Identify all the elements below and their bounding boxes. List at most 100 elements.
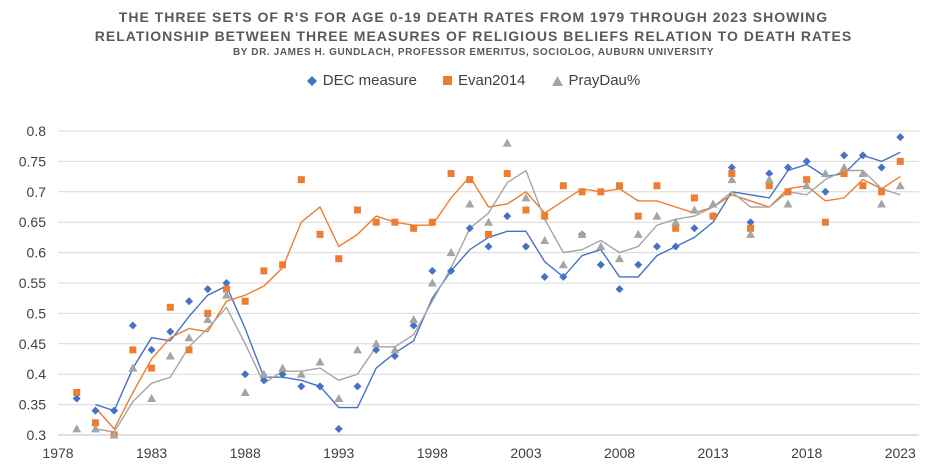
data-point-evan xyxy=(148,364,156,372)
data-point-dec xyxy=(166,327,175,336)
trendline-series-0 xyxy=(95,151,901,412)
data-point-evan xyxy=(672,224,680,232)
y-tick-label: 0.35 xyxy=(19,397,46,413)
data-point-pray xyxy=(633,229,643,238)
data-point-dec xyxy=(241,370,250,379)
data-point-evan xyxy=(335,255,343,263)
data-point-dec xyxy=(390,351,399,360)
data-point-evan xyxy=(91,419,99,427)
x-tick-label: 2003 xyxy=(510,445,541,461)
data-point-dec xyxy=(615,285,624,294)
data-point-evan xyxy=(559,182,567,190)
data-point-evan xyxy=(166,303,174,311)
data-point-dec xyxy=(727,163,736,172)
data-point-dec xyxy=(521,242,530,251)
legend-item-pray: PrayDau% xyxy=(551,72,640,89)
data-point-evan xyxy=(503,170,511,178)
data-point-dec xyxy=(128,321,137,330)
data-point-pray xyxy=(502,138,512,147)
data-point-dec xyxy=(765,169,774,178)
data-point-evan xyxy=(821,218,829,226)
legend-label-evan: Evan2014 xyxy=(457,72,526,89)
data-point-evan xyxy=(784,188,792,196)
data-point-pray xyxy=(820,169,830,178)
data-point-dec xyxy=(783,163,792,172)
data-point-dec xyxy=(222,279,231,287)
diamond-marker-icon xyxy=(306,75,317,86)
data-point-evan xyxy=(428,218,436,226)
x-tick-label: 1983 xyxy=(136,445,167,461)
data-point-dec xyxy=(896,133,905,142)
data-point-dec xyxy=(72,394,81,403)
data-point-evan xyxy=(466,176,474,184)
data-point-pray xyxy=(390,345,400,354)
data-point-pray xyxy=(259,369,269,378)
data-point-pray xyxy=(652,211,662,220)
trendline-series-2 xyxy=(95,169,901,433)
data-point-evan xyxy=(204,309,212,317)
data-point-dec xyxy=(484,242,493,251)
data-point-pray xyxy=(221,290,231,299)
data-point-pray xyxy=(147,394,157,403)
data-point-evan xyxy=(73,388,81,396)
data-point-dec xyxy=(634,260,643,269)
data-point-pray xyxy=(764,175,774,184)
data-point-evan xyxy=(241,297,249,305)
data-point-pray xyxy=(296,369,306,378)
data-point-dec xyxy=(503,212,512,221)
legend-item-evan: Evan2014 xyxy=(442,72,526,89)
data-point-pray xyxy=(708,199,718,208)
data-point-pray xyxy=(427,278,437,287)
data-point-pray xyxy=(877,199,887,208)
triangle-marker-icon xyxy=(551,75,563,86)
data-point-pray xyxy=(802,181,812,190)
chart-title: THE THREE SETS OF R'S FOR AGE 0-19 DEATH… xyxy=(118,9,829,25)
data-point-dec xyxy=(858,151,867,160)
data-point-pray xyxy=(109,430,119,439)
data-point-pray xyxy=(558,260,568,269)
data-point-evan xyxy=(690,194,698,202)
data-point-evan xyxy=(353,206,361,214)
data-point-evan xyxy=(634,212,642,220)
data-point-pray xyxy=(446,248,456,257)
x-tick-label: 2023 xyxy=(885,445,916,461)
data-point-dec xyxy=(334,424,343,433)
data-point-dec xyxy=(746,218,755,227)
chart-legend: DEC measure Evan2014 PrayDau% xyxy=(0,72,947,89)
y-tick-label: 0.5 xyxy=(27,305,47,321)
data-point-pray xyxy=(596,242,606,251)
data-point-dec xyxy=(821,187,830,196)
x-tick-label: 2013 xyxy=(698,445,729,461)
data-point-evan xyxy=(485,230,492,238)
x-tick-label: 2008 xyxy=(604,445,635,461)
x-tick-label: 2018 xyxy=(791,445,822,461)
data-point-evan xyxy=(372,218,380,226)
y-tick-label: 0.75 xyxy=(19,153,46,169)
trendline-series-1 xyxy=(94,175,901,431)
data-point-pray xyxy=(540,235,550,244)
chart-subtitle: RELATIONSHIP BETWEEN THREE MEASURES OF R… xyxy=(94,28,853,44)
data-point-evan xyxy=(747,224,755,232)
data-point-evan xyxy=(391,218,399,226)
y-tick-label: 0.4 xyxy=(27,366,47,382)
data-point-evan xyxy=(316,230,324,238)
x-tick-label: 1993 xyxy=(323,445,354,461)
data-point-evan xyxy=(541,212,549,220)
data-point-evan xyxy=(447,170,455,178)
data-point-evan xyxy=(840,170,848,178)
data-point-dec xyxy=(147,345,156,354)
data-point-pray xyxy=(352,345,362,354)
data-point-pray xyxy=(409,314,419,323)
data-point-dec xyxy=(316,382,325,391)
data-point-pray xyxy=(727,175,737,184)
y-tick-label: 0.65 xyxy=(19,214,46,230)
data-point-dec xyxy=(409,321,418,330)
data-point-evan xyxy=(222,285,230,293)
data-point-pray xyxy=(278,363,288,372)
y-tick-label: 0.8 xyxy=(27,123,47,139)
data-point-evan xyxy=(522,206,530,214)
data-point-dec xyxy=(671,242,680,251)
data-point-dec xyxy=(428,266,437,275)
data-point-dec xyxy=(596,260,605,269)
